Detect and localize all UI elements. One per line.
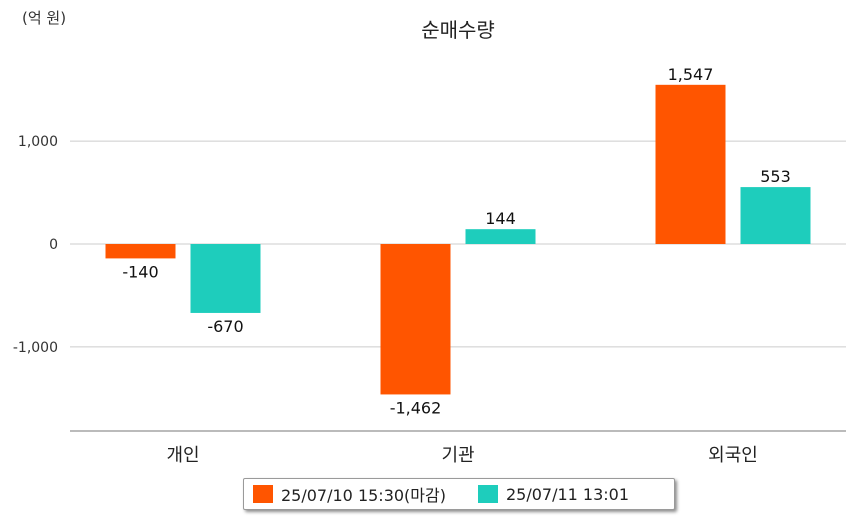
bar xyxy=(655,84,726,245)
data-label: 144 xyxy=(485,209,516,228)
y-axis-ticks: 1,000 0 -1,000 xyxy=(13,134,58,356)
legend-swatch-series-2 xyxy=(477,485,498,503)
y-tick-label: 1,000 xyxy=(18,134,58,150)
legend-swatch-series-1 xyxy=(253,485,273,503)
data-label: -1,462 xyxy=(390,398,442,417)
data-label: -140 xyxy=(122,262,158,281)
bar xyxy=(380,244,451,395)
legend-label-series-2: 25/07/11 13:01 xyxy=(505,484,630,504)
y-tick-label: -1,000 xyxy=(13,340,58,356)
y-tick-label: 0 xyxy=(49,237,58,253)
legend-label-series-1: 25/07/10 15:30(마감) xyxy=(281,486,446,505)
bars xyxy=(105,84,811,395)
data-labels: -140 -1,462 1,547 -670 144 553 xyxy=(122,65,790,418)
bar xyxy=(740,187,811,244)
bar xyxy=(465,229,536,244)
data-label: -670 xyxy=(207,317,243,336)
data-label: 553 xyxy=(760,167,791,186)
x-tick-label: 기관 xyxy=(441,445,474,466)
unit-label: (억 원) xyxy=(22,9,66,27)
legend-item-series-2[interactable]: 25/07/11 13:01 xyxy=(477,484,630,504)
bar xyxy=(105,244,176,259)
data-label: 1,547 xyxy=(668,65,714,84)
gridlines xyxy=(70,140,846,348)
bar xyxy=(190,244,261,313)
x-tick-label: 개인 xyxy=(166,445,199,466)
legend: 25/07/10 15:30(마감) 25/07/11 13:01 xyxy=(243,478,675,510)
x-tick-label: 외국인 xyxy=(708,445,758,466)
x-axis-ticks: 개인 기관 외국인 xyxy=(166,445,757,466)
legend-item-series-1[interactable]: 25/07/10 15:30(마감) xyxy=(253,482,446,506)
chart-title: 순매수량 xyxy=(421,18,495,42)
